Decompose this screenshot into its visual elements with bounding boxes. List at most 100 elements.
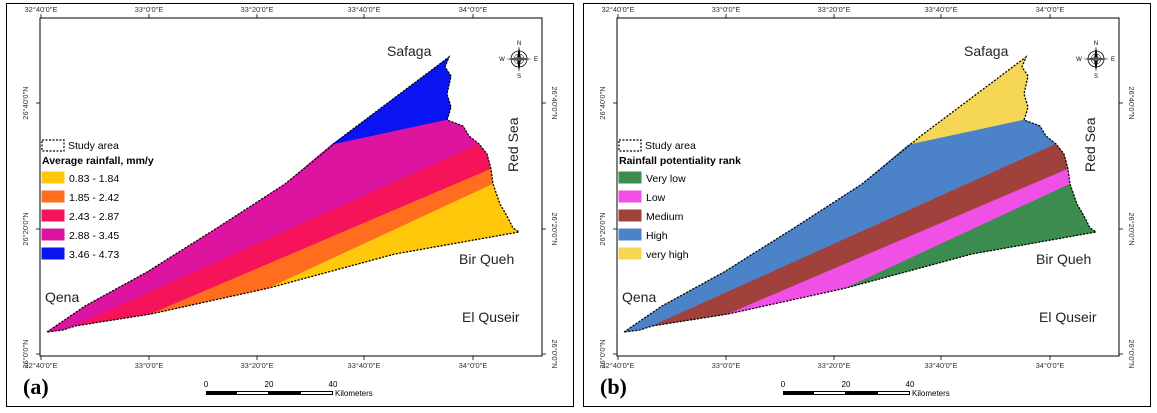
legend-study-area-label: Study area [68, 140, 119, 152]
svg-text:N: N [1094, 41, 1098, 47]
lat-tick-left: 26°0'0"N [598, 339, 607, 368]
place-red-sea: Red Sea [505, 117, 521, 172]
map-panel-a: 32°40'0"E 32°40'0"E 33°0'0"E 33°0'0"E 33°20'… [6, 3, 574, 407]
lon-tick-bottom: 32°40'0"E [25, 361, 58, 370]
lon-tick-bottom: 33°0'0"E [712, 361, 741, 370]
place-bir-queh: Bir Queh [459, 251, 514, 267]
lon-tick-bottom: 33°20'0"E [818, 361, 851, 370]
legend-class-label: High [646, 230, 668, 242]
panel-label: (b) [600, 374, 627, 399]
legend-swatch [41, 171, 65, 184]
lon-tick-bottom: 33°40'0"E [348, 361, 381, 370]
north-arrow-icon: N S E W [1076, 41, 1115, 80]
lon-tick-top: 33°20'0"E [241, 5, 274, 14]
place-red-sea: Red Sea [1082, 117, 1098, 172]
legend-study-area-swatch [41, 139, 65, 152]
scale-label: 20 [842, 380, 851, 389]
legend: Study area Average rainfall, mm/y 0.83 - 1… [41, 139, 154, 261]
map-panel-b: 32°40'0"E 32°40'0"E 33°0'0"E 33°0'0"E 33°20'… [583, 3, 1151, 407]
legend-class-label: 1.85 - 2.42 [69, 192, 119, 204]
legend-swatch [41, 209, 65, 222]
map-svg: 32°40'0"E 32°40'0"E 33°0'0"E 33°0'0"E 33°20'… [21, 5, 559, 399]
legend-class-label: Low [646, 192, 666, 204]
scale-bar-line [783, 391, 910, 395]
legend-class-label: Medium [646, 211, 684, 223]
scale-unit: Kilometers [912, 389, 950, 398]
legend-swatch [618, 209, 642, 222]
legend-study-area-swatch [618, 139, 642, 152]
map-svg: 32°40'0"E 32°40'0"E 33°0'0"E 33°0'0"E 33°20'… [598, 5, 1136, 399]
lon-tick-bottom: 33°20'0"E [241, 361, 274, 370]
legend-class-label: 3.46 - 4.73 [69, 249, 119, 261]
lon-tick-top: 32°40'0"E [25, 5, 58, 14]
legend-class-label: 2.43 - 2.87 [69, 211, 119, 223]
legend-title: Rainfall potentiality rank [619, 155, 741, 167]
zone-0-83-1-84 [268, 183, 520, 289]
legend-swatch [41, 247, 65, 260]
lat-tick-right: 26°40'0"N [1127, 86, 1136, 119]
legend-class-label: Very low [646, 173, 686, 185]
legend-swatch [618, 247, 642, 260]
legend-swatch [618, 228, 642, 241]
place-qena: Qena [45, 289, 79, 305]
lon-tick-top: 32°40'0"E [602, 5, 635, 14]
lon-tick-bottom: 34°0'0"E [459, 361, 488, 370]
lon-tick-top: 33°40'0"E [348, 5, 381, 14]
lon-tick-top: 33°0'0"E [712, 5, 741, 14]
legend-class-label: 2.88 - 3.45 [69, 230, 119, 242]
lon-tick-bottom: 34°0'0"E [1036, 361, 1065, 370]
north-arrow-icon: N S E W [499, 41, 538, 80]
scale-label: 0 [204, 380, 209, 389]
svg-text:W: W [1076, 57, 1082, 63]
legend-class-label: very high [646, 249, 689, 261]
svg-text:S: S [517, 74, 521, 80]
svg-text:S: S [1094, 74, 1098, 80]
scale-label: 40 [906, 380, 915, 389]
svg-text:N: N [517, 41, 521, 47]
legend: Study area Rainfall potentiality rank Very… [618, 139, 741, 261]
legend-class-label: 0.83 - 1.84 [69, 173, 119, 185]
scale-unit: Kilometers [335, 389, 373, 398]
legend-study-area-label: Study area [645, 140, 696, 152]
lon-tick-bottom: 32°40'0"E [602, 361, 635, 370]
place-bir-queh: Bir Queh [1036, 251, 1091, 267]
svg-text:E: E [534, 57, 538, 63]
legend-swatch [618, 190, 642, 203]
lat-tick-right: 26°20'0"N [550, 212, 559, 245]
lat-tick-left: 26°40'0"N [21, 86, 30, 119]
study-area-boundary [623, 55, 1098, 333]
legend-swatch [41, 228, 65, 241]
legend-swatch [618, 171, 642, 184]
study-area-boundary [46, 55, 521, 333]
lon-tick-top: 33°40'0"E [925, 5, 958, 14]
lon-tick-top: 33°0'0"E [135, 5, 164, 14]
panel-label: (a) [23, 374, 49, 399]
lat-tick-right: 26°0'0"N [550, 339, 559, 368]
scale-label: 40 [329, 380, 338, 389]
legend-title: Average rainfall, mm/y [42, 155, 154, 167]
scale-bar-line [206, 391, 333, 395]
place-el-quseir: El Quseir [462, 309, 520, 325]
lat-tick-right: 26°40'0"N [550, 86, 559, 119]
svg-text:W: W [499, 57, 505, 63]
place-safaga: Safaga [387, 43, 432, 59]
legend-swatch [41, 190, 65, 203]
lat-tick-left: 26°0'0"N [21, 339, 30, 368]
lat-tick-left: 26°20'0"N [21, 212, 30, 245]
lon-tick-top: 34°0'0"E [459, 5, 488, 14]
lat-tick-left: 26°40'0"N [598, 86, 607, 119]
lat-tick-right: 26°20'0"N [1127, 212, 1136, 245]
scale-label: 0 [781, 380, 786, 389]
lon-tick-bottom: 33°0'0"E [135, 361, 164, 370]
scale-label: 20 [265, 380, 274, 389]
lon-tick-top: 34°0'0"E [1036, 5, 1065, 14]
lon-tick-top: 33°20'0"E [818, 5, 851, 14]
lat-tick-left: 26°20'0"N [598, 212, 607, 245]
place-safaga: Safaga [964, 43, 1009, 59]
zone-very-low [845, 183, 1097, 289]
lon-tick-bottom: 33°40'0"E [925, 361, 958, 370]
place-el-quseir: El Quseir [1039, 309, 1097, 325]
place-qena: Qena [622, 289, 656, 305]
